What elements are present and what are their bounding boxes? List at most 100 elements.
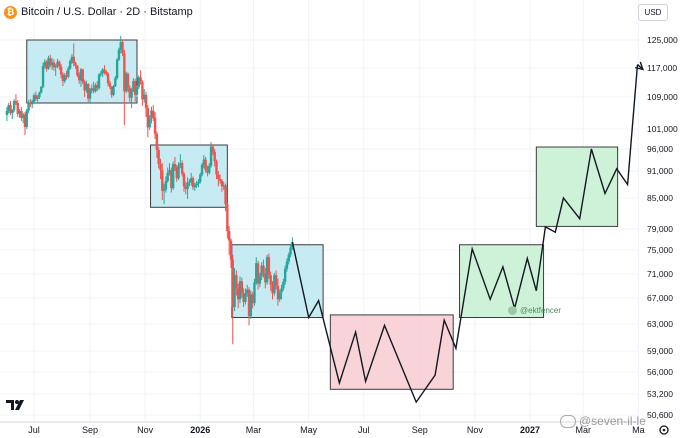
candle [157,147,160,169]
candle-body [246,289,249,294]
candle-body [191,178,195,188]
candle-body [162,189,166,191]
candle-body [94,85,97,92]
gear-icon[interactable] [658,424,670,436]
candle-body [16,103,19,114]
candle [209,141,213,168]
candle-body [242,293,245,302]
candle [199,172,202,184]
candle [119,35,122,54]
pink-range-box [329,314,454,390]
candle-body [170,170,173,189]
candle-body [173,163,177,168]
candle [135,85,139,97]
candle [20,107,23,121]
candle-body [256,263,260,284]
candle-body [161,170,164,191]
author-avatar-icon [508,306,517,315]
candle [190,172,193,186]
candle-body [226,204,229,232]
y-tick-label: 59,000 [647,346,673,356]
currency-button[interactable]: USD [638,4,668,21]
candle-body [133,81,137,95]
candle-body [148,118,151,128]
candle-body [287,254,290,262]
bitcoin-logo-icon: ₿ [4,5,17,19]
candle-body [9,105,12,113]
candle-body [231,259,234,308]
candle-body [213,151,216,162]
candle-body [103,69,106,72]
candle-body [124,73,128,92]
candle [52,59,56,71]
candle [32,93,36,103]
candle [247,287,251,326]
candle [50,58,54,70]
candle-body [59,66,63,75]
candle [54,63,57,76]
candle-body [87,83,90,99]
candle-body [202,159,206,165]
candle [204,156,207,173]
x-tick-label: Jul [28,425,40,435]
candle [218,174,222,184]
tradingview-logo-icon[interactable] [6,398,28,412]
candle [229,238,233,268]
candle [159,158,162,180]
candle [11,109,14,119]
candle-body [137,77,141,87]
candle [70,54,74,64]
candle [179,154,182,169]
x-axis[interactable]: Jul Sep Nov 2026 Mar May Jul Sep Nov 2027 Mar Ma [28,425,644,435]
y-tick-label: 117,000 [647,63,677,73]
candle [76,65,79,78]
candle [108,80,112,90]
candle [265,254,269,285]
candle [96,81,99,92]
candle-body [101,69,104,74]
candle-body [88,90,92,99]
candle [222,181,225,190]
y-tick-label: 101,000 [647,124,678,134]
candle [41,62,45,88]
candle [40,86,43,94]
candle-body [115,59,119,79]
candle [168,163,171,176]
candle-body [175,167,178,179]
x-tick-label: Sep [82,425,98,435]
candle-body [41,65,45,87]
candle-body [79,69,83,81]
candle [256,260,260,290]
candle-body [54,65,57,68]
candle [155,131,159,158]
candle-body [92,88,95,92]
candle [191,176,195,190]
candle-body [29,102,32,105]
y-axis[interactable]: 125,000 117,000 109,000 101,000 96,000 91,000… [647,35,678,420]
candle [242,288,245,308]
candle [285,258,289,272]
candle-body [280,288,283,293]
candle-body [83,81,86,91]
candle [289,243,292,258]
y-tick-label: 63,000 [647,319,673,329]
candle [188,179,191,187]
candle-body [269,275,272,285]
candle [47,55,50,70]
candle-body [65,75,68,77]
candle [206,165,209,177]
y-tick-label: 79,000 [647,224,673,234]
x-tick-label: Nov [467,425,484,435]
candle-body [150,110,153,119]
candle-body [81,69,84,82]
candle [130,87,133,109]
candle [220,179,224,192]
candle-body [143,94,146,100]
y-tick-label: 67,000 [647,293,673,303]
candle-body [265,257,269,283]
candle [90,84,94,94]
symbol-title[interactable]: ₿ Bitcoin / U.S. Dollar · 2D · Bitstamp [4,4,193,20]
candle [274,270,278,290]
candle-body [200,164,204,175]
